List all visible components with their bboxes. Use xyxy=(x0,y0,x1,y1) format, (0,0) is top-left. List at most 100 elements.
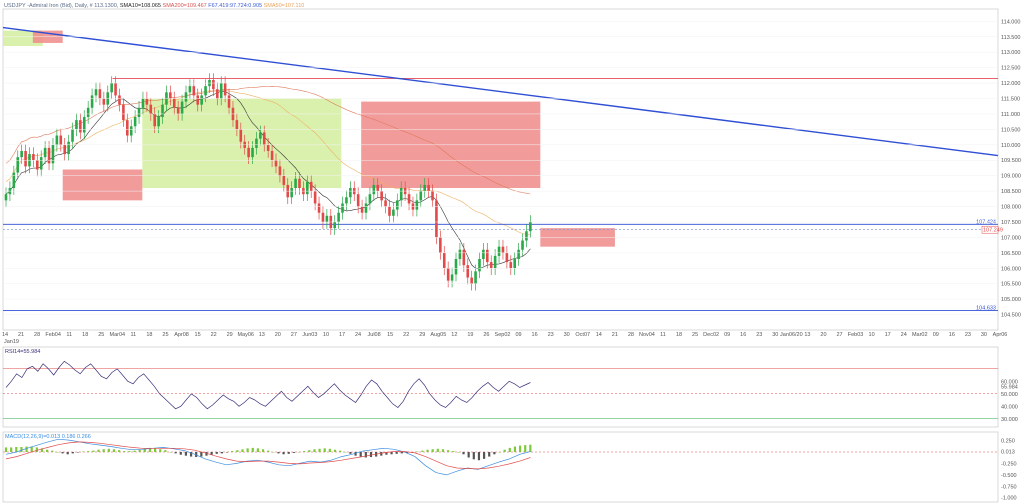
price-tick-label: 110.000 xyxy=(1001,143,1020,149)
candle-body xyxy=(59,135,63,145)
rsi-line xyxy=(5,360,531,410)
date-tick-label: Apr06 xyxy=(993,332,1008,338)
macd-histogram-bar xyxy=(174,452,177,454)
macd-tick-label: 0.250 xyxy=(1001,439,1015,445)
macd-histogram-bar xyxy=(508,447,511,452)
candle-body xyxy=(509,262,513,269)
candle-body xyxy=(176,107,180,114)
candle-body xyxy=(75,120,78,130)
candle-body xyxy=(454,259,458,275)
date-tick-label: 13 xyxy=(804,332,810,338)
price-tick-label: 108.500 xyxy=(1001,189,1021,195)
macd-histogram-bar xyxy=(339,450,342,452)
macd-tick-label: -0.750 xyxy=(1001,484,1017,490)
macd-histogram-bar xyxy=(46,449,49,452)
chart-header: USDJPY -Admiral Iron (Bid), Daily, # 113… xyxy=(4,3,304,9)
macd-histogram-bar xyxy=(344,452,347,453)
date-tick-label: 14 xyxy=(596,332,602,338)
candle-body xyxy=(212,79,215,90)
sma200-line xyxy=(5,85,531,195)
macd-histogram-bar xyxy=(159,449,162,452)
macd-histogram-bar xyxy=(20,446,23,452)
macd-histogram-bar xyxy=(482,452,486,459)
price-tick-label: 108.000 xyxy=(1001,205,1021,211)
macd-histogram-bar xyxy=(498,452,501,453)
macd-histogram-bar xyxy=(462,452,465,455)
macd-histogram-bar xyxy=(82,451,85,453)
date-tick-label: 16 xyxy=(532,332,538,338)
candle-body xyxy=(482,249,485,260)
date-tick-label: 15 xyxy=(195,332,201,338)
cloud-bull-region xyxy=(142,98,342,189)
date-tick-label: 14 xyxy=(2,332,8,338)
macd-histogram-bar xyxy=(15,446,18,452)
macd-histogram-bar xyxy=(349,452,352,454)
date-tick-label: Mar04 xyxy=(110,332,126,338)
macd-histogram-bar xyxy=(457,452,460,453)
candle-body xyxy=(317,203,321,213)
macd-histogram-bar xyxy=(297,452,301,453)
macd-tick-label: 0.013 xyxy=(1001,449,1015,455)
macd-histogram-bar xyxy=(488,452,491,457)
candle-body xyxy=(266,144,270,151)
date-tick-label: Aug05 xyxy=(430,332,446,338)
candle-body xyxy=(392,209,395,216)
macd-histogram-bar xyxy=(277,452,280,454)
candle-body xyxy=(270,150,274,161)
date-tick-label: 10 xyxy=(323,332,329,338)
candle-body xyxy=(247,147,250,158)
date-tick-label: 17 xyxy=(339,332,345,338)
macd-histogram-bar xyxy=(87,451,90,452)
macd-histogram-bar xyxy=(354,452,357,456)
date-tick-label: 25 xyxy=(162,332,168,338)
candle-body xyxy=(321,212,325,222)
candle-body xyxy=(180,101,184,114)
candle-body xyxy=(71,129,74,142)
price-tick-label: 106.500 xyxy=(1001,251,1021,257)
macd-histogram-bar xyxy=(318,448,321,452)
macd-histogram-bar xyxy=(400,452,403,454)
macd-histogram-bar xyxy=(282,452,285,455)
rsi-tick-label: 40.000 xyxy=(1001,404,1018,410)
macd-histogram-bar xyxy=(385,452,388,455)
macd-histogram-bar xyxy=(529,444,532,452)
current-price-badge xyxy=(981,225,999,234)
candle-body xyxy=(529,221,532,232)
macd-histogram-bar xyxy=(220,452,224,454)
macd-histogram-bar xyxy=(138,449,141,452)
sma50-line xyxy=(5,89,531,236)
candle-body xyxy=(200,95,203,105)
date-tick-label: 25 xyxy=(692,332,698,338)
candle-body xyxy=(313,191,317,204)
macd-histogram-bar xyxy=(25,446,28,452)
date-tick-label: May06 xyxy=(237,332,254,338)
candle-body xyxy=(388,206,391,216)
macd-histogram-bar xyxy=(416,451,419,453)
candle-body xyxy=(79,120,82,133)
macd-histogram-bar xyxy=(30,446,33,452)
macd-histogram-bar xyxy=(256,448,259,452)
candle-body xyxy=(462,249,466,266)
date-tick-label: 23 xyxy=(548,332,554,338)
price-tick-label: 111.000 xyxy=(1001,112,1020,118)
macd-histogram-bar xyxy=(61,452,64,454)
rsi-tick-label: 55.984 xyxy=(1001,384,1018,390)
macd-histogram-bar xyxy=(313,449,316,452)
candle-body xyxy=(157,117,160,127)
candle-body xyxy=(36,160,39,170)
price-tick-label: 113.500 xyxy=(1001,35,1020,41)
candle-body xyxy=(227,95,231,108)
date-tick-label: 25 xyxy=(98,332,104,338)
candle-body xyxy=(12,172,16,189)
rsi-tick-label: 30.000 xyxy=(1001,417,1018,423)
level-label: 104.633 xyxy=(976,305,996,311)
macd-histogram-bar xyxy=(380,452,383,456)
price-tick-label: 110.500 xyxy=(1001,127,1020,133)
candle-body xyxy=(161,104,164,118)
candle-body xyxy=(43,147,47,158)
candle-body xyxy=(51,144,55,164)
date-tick-label: 20 xyxy=(820,332,826,338)
candle-body xyxy=(474,271,477,284)
date-tick-label: Dec02 xyxy=(703,332,719,338)
